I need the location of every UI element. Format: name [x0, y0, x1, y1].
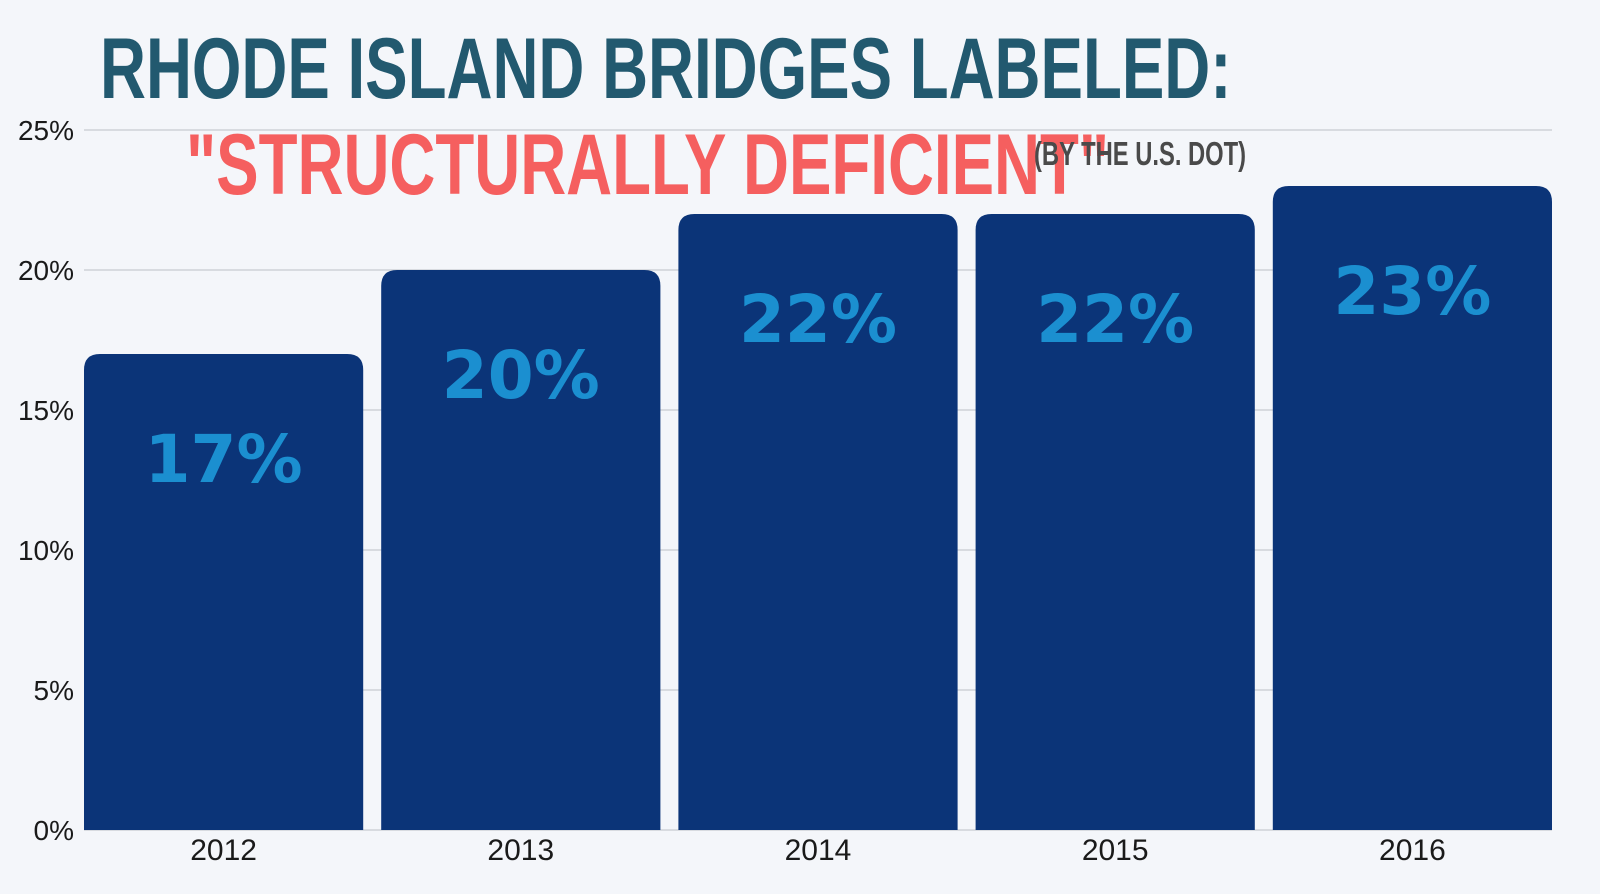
x-tick-label: 2013	[487, 834, 554, 867]
bar-2012	[84, 354, 364, 830]
x-tick-label: 2016	[1379, 834, 1446, 867]
bars	[84, 186, 1552, 830]
chart-title-note: (BY THE U.S. DOT)	[1034, 135, 1247, 172]
y-tick-label: 25%	[18, 115, 74, 146]
y-tick-label: 10%	[18, 535, 74, 566]
data-label-2015: 22%	[1036, 281, 1194, 358]
x-tick-label: 2012	[190, 834, 257, 867]
y-tick-label: 0%	[34, 815, 74, 846]
data-label-2014: 22%	[739, 281, 897, 358]
y-tick-label: 15%	[18, 395, 74, 426]
data-label-2013: 20%	[442, 337, 600, 414]
y-tick-label: 20%	[18, 255, 74, 286]
data-label-2012: 17%	[145, 421, 303, 498]
x-tick-label: 2014	[785, 834, 852, 867]
bar-2013	[381, 270, 661, 830]
chart-title-line2: "STRUCTURALLY DEFICIENT"	[186, 117, 1110, 213]
data-labels: 17% 20% 22% 22% 23%	[145, 253, 1492, 498]
chart-title-line1: RHODE ISLAND BRIDGES LABELED:	[100, 21, 1232, 117]
bar-2014	[678, 214, 958, 830]
bar-2015	[975, 214, 1255, 830]
x-tick-label: 2015	[1082, 834, 1149, 867]
x-axis-ticks: 2012 2013 2014 2015 2016	[190, 834, 1446, 867]
y-axis-ticks: 0% 5% 10% 15% 20% 25%	[18, 115, 74, 846]
y-tick-label: 5%	[34, 675, 74, 706]
bar-2016	[1272, 186, 1552, 830]
data-label-2016: 23%	[1333, 253, 1491, 330]
